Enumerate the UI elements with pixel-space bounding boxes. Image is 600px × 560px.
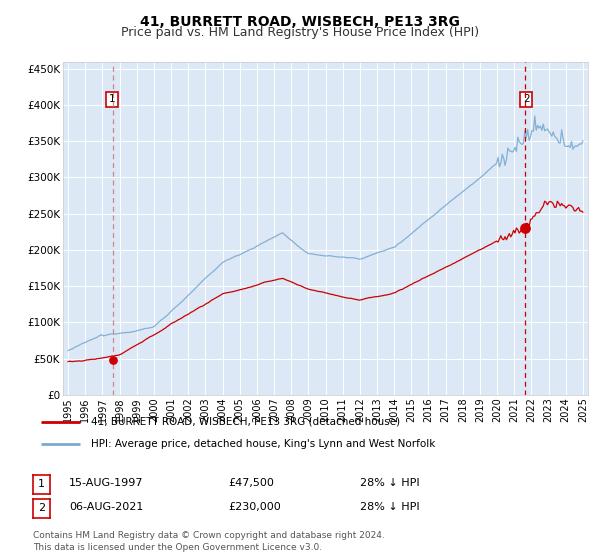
Text: 1: 1 — [109, 94, 116, 104]
Point — [108, 356, 118, 365]
Text: 28% ↓ HPI: 28% ↓ HPI — [360, 478, 419, 488]
Text: Price paid vs. HM Land Registry's House Price Index (HPI): Price paid vs. HM Land Registry's House … — [121, 26, 479, 39]
Text: This data is licensed under the Open Government Licence v3.0.: This data is licensed under the Open Gov… — [33, 543, 322, 552]
Text: HPI: Average price, detached house, King's Lynn and West Norfolk: HPI: Average price, detached house, King… — [91, 438, 435, 449]
Text: Contains HM Land Registry data © Crown copyright and database right 2024.: Contains HM Land Registry data © Crown c… — [33, 531, 385, 540]
Text: £47,500: £47,500 — [228, 478, 274, 488]
Point — [520, 224, 529, 233]
Text: 1: 1 — [38, 479, 45, 489]
Text: 2: 2 — [38, 503, 45, 514]
Text: 15-AUG-1997: 15-AUG-1997 — [69, 478, 143, 488]
Text: 41, BURRETT ROAD, WISBECH, PE13 3RG (detached house): 41, BURRETT ROAD, WISBECH, PE13 3RG (det… — [91, 417, 400, 427]
Text: 28% ↓ HPI: 28% ↓ HPI — [360, 502, 419, 512]
Text: 2: 2 — [523, 94, 530, 104]
Text: 41, BURRETT ROAD, WISBECH, PE13 3RG: 41, BURRETT ROAD, WISBECH, PE13 3RG — [140, 15, 460, 29]
Text: £230,000: £230,000 — [228, 502, 281, 512]
Text: 06-AUG-2021: 06-AUG-2021 — [69, 502, 143, 512]
